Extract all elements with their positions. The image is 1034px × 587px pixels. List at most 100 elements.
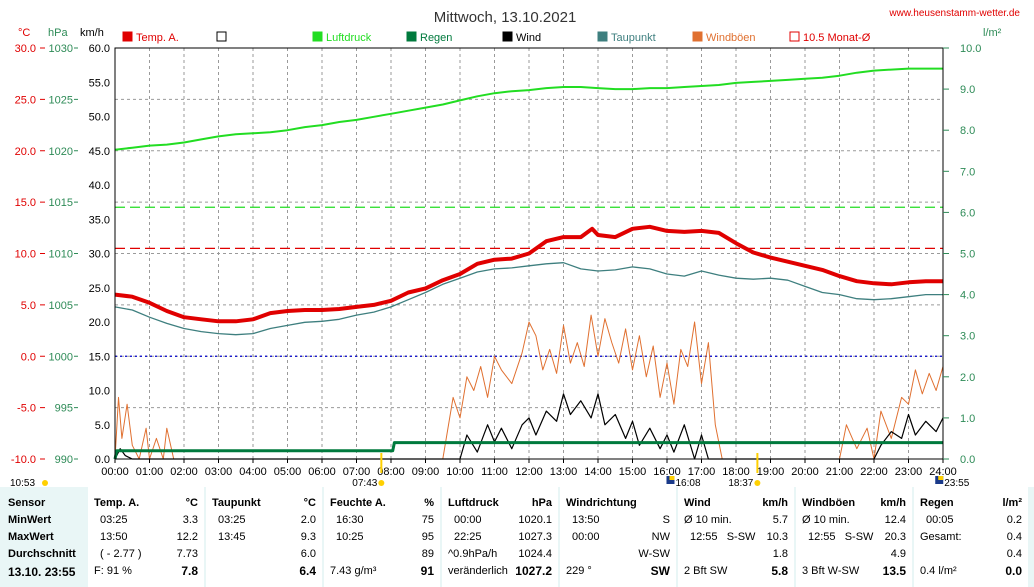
moon-mark-label: 10:53 xyxy=(10,478,35,487)
wind-direction-block: Windrichtung 13:50 S 00:00 NW W-SW 229 °… xyxy=(560,487,676,587)
pressure-tick-label: 1020 xyxy=(49,146,73,158)
x-tick-label: 00:00 xyxy=(101,466,129,478)
unit-temp: °C xyxy=(18,27,30,39)
wind-direction-max-value: NW xyxy=(651,531,670,543)
pressure-avg-value: 1024.4 xyxy=(518,548,552,560)
wind-tick-label: 50.0 xyxy=(89,112,110,124)
gust-header: Windböen xyxy=(802,497,856,509)
rain-current-value: 0.0 xyxy=(1005,564,1022,578)
pressure-unit: hPa xyxy=(531,497,552,509)
dew-current-value: 6.4 xyxy=(299,564,316,578)
chart-title: Mittwoch, 13.10.2021 xyxy=(434,9,577,26)
x-tick-label: 19:00 xyxy=(757,466,785,478)
gust-min-value: 12.4 xyxy=(884,514,906,526)
x-tick-label: 03:00 xyxy=(205,466,233,478)
legend-swatch xyxy=(789,31,800,42)
humidity-abs-value: 7.43 g/m³ xyxy=(330,565,377,577)
temp-tick-label: 5.0 xyxy=(21,300,36,312)
moon-icon-accent xyxy=(938,476,944,480)
rain-day-value: 0.4 xyxy=(1006,548,1022,560)
x-tick-label: 24:00 xyxy=(929,466,957,478)
pressure-min-value: 1020.1 xyxy=(518,514,552,526)
rain-tick-label: 2.0 xyxy=(960,372,975,384)
temp-tick-label: 0.0 xyxy=(21,351,36,363)
humidity-unit: % xyxy=(424,497,434,509)
rain-tick-label: 6.0 xyxy=(960,207,975,219)
rain-tick-label: 0.0 xyxy=(960,454,975,466)
legend-swatch xyxy=(406,31,417,42)
legend-swatch xyxy=(502,31,513,42)
moon-icon-accent xyxy=(669,476,675,480)
wind-direction-header: Windrichtung xyxy=(566,497,637,509)
series-line-taupunkt xyxy=(114,262,943,336)
humidity-min-value: 75 xyxy=(421,514,434,526)
wind-direction-min-time: 13:50 xyxy=(572,514,600,526)
x-tick-label: 05:00 xyxy=(274,466,302,478)
rain-max-value: 0.2 xyxy=(1006,514,1022,526)
moon-mark-label: 23:55 xyxy=(944,478,969,487)
pressure-tick-label: 1030 xyxy=(49,43,73,55)
reference-lines xyxy=(115,206,943,357)
weather-chart: Mittwoch, 13.10.2021 www.heusenstamm-wet… xyxy=(10,8,1020,487)
dew-header: Taupunkt xyxy=(212,497,261,509)
x-tick-label: 18:00 xyxy=(722,466,750,478)
pressure-tick-label: 995 xyxy=(55,403,73,415)
unit-wind: km/h xyxy=(80,27,104,39)
site-url[interactable]: www.heusenstamm-wetter.de xyxy=(888,8,1020,19)
temp-tick-label: 10.0 xyxy=(15,249,36,261)
pressure-tick-label: 1005 xyxy=(49,300,73,312)
legend-swatch xyxy=(597,31,608,42)
legend-label: Windböen xyxy=(706,32,756,44)
x-tick-label: 14:00 xyxy=(584,466,612,478)
wind-tick-label: 5.0 xyxy=(95,420,110,432)
rain-tick-label: 4.0 xyxy=(960,290,975,302)
pressure-block: Luftdruck hPa 00:00 1020.1 22:25 1027.3 … xyxy=(442,487,558,587)
temp-unit: °C xyxy=(185,497,198,509)
pressure-max-value: 1027.3 xyxy=(518,531,552,543)
gust-max-time: 12:55 S-SW xyxy=(808,531,874,543)
wind-min-label: Ø 10 min. xyxy=(684,514,732,526)
x-tick-label: 16:00 xyxy=(653,466,681,478)
temp-foot-label: F: 91 % xyxy=(94,565,132,577)
moon-icon xyxy=(42,480,48,486)
row-label-min: MinWert xyxy=(8,514,52,526)
stats-panel: Sensor MinWert MaxWert Durchschnitt 13.1… xyxy=(0,487,1034,587)
rain-tick-label: 5.0 xyxy=(960,249,975,261)
wind-tick-label: 10.0 xyxy=(89,386,110,398)
legend-label: Luftdruck xyxy=(326,32,372,44)
wind-beaufort: 2 Bft SW xyxy=(684,565,728,577)
rain-tick-label: 3.0 xyxy=(960,331,975,343)
sun-mark-label: 18:37 xyxy=(728,478,753,487)
x-tick-label: 13:00 xyxy=(550,466,578,478)
sun-icon xyxy=(378,480,385,486)
x-tick-label: 11:00 xyxy=(481,466,508,478)
rain-tick-label: 1.0 xyxy=(960,413,975,425)
gust-block: Windböen km/h Ø 10 min. 12.4 12:55 S-SW … xyxy=(796,487,912,587)
x-tick-label: 01:00 xyxy=(136,466,164,478)
x-tick-label: 07:00 xyxy=(343,466,371,478)
dew-block: Taupunkt °C 03:25 2.0 13:45 9.3 6.0 6.4 xyxy=(206,487,322,587)
temp-min-time: 03:25 xyxy=(100,514,128,526)
dew-max-time: 13:45 xyxy=(218,531,246,543)
temp-max-value: 12.2 xyxy=(176,531,198,543)
wind-tick-label: 35.0 xyxy=(89,214,110,226)
legend-label: Regen xyxy=(420,32,452,44)
wind-tick-label: 0.0 xyxy=(95,454,110,466)
temp-current-value: 7.8 xyxy=(181,564,198,578)
pressure-tick-label: 1025 xyxy=(49,94,73,106)
pressure-tendency: veränderlich xyxy=(448,565,508,577)
temp-tick-label: 15.0 xyxy=(15,197,36,209)
pressure-min-time: 00:00 xyxy=(454,514,482,526)
wind-direction-degrees: 229 ° xyxy=(566,565,592,577)
humidity-header: Feuchte A. xyxy=(330,497,386,509)
pressure-header: Luftdruck xyxy=(448,497,499,509)
dew-min-time: 03:25 xyxy=(218,514,246,526)
humidity-current-value: 91 xyxy=(420,564,434,578)
x-tick-label: 21:00 xyxy=(826,466,854,478)
unit-pressure: hPa xyxy=(48,27,68,39)
temp-block: Temp. A. °C 03:25 3.3 13:50 12.2 ( - 2.7… xyxy=(88,487,204,587)
wind-direction-max-time: 00:00 xyxy=(572,531,600,543)
wind-unit: km/h xyxy=(762,497,788,509)
series-line-luftdruck xyxy=(114,67,943,151)
gust-current-value: 13.5 xyxy=(882,564,906,578)
